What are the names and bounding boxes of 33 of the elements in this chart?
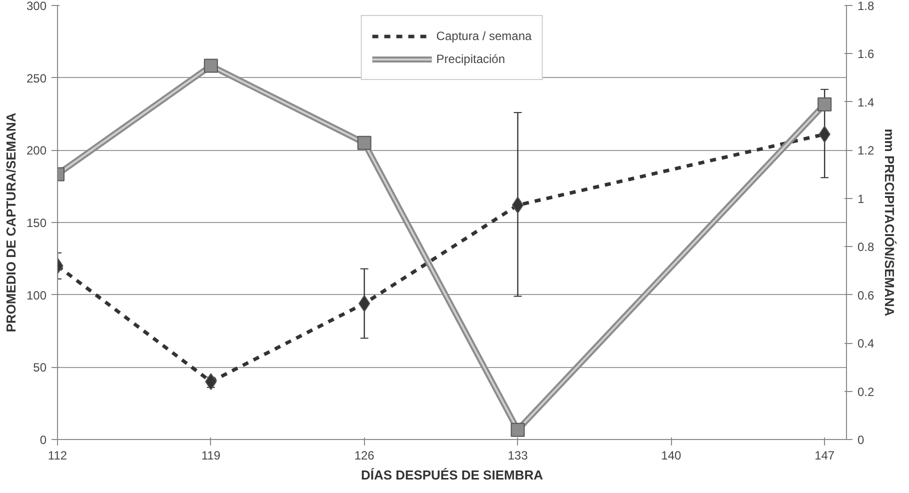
y-tick-label: 250 xyxy=(26,71,47,86)
x-tick-label: 119 xyxy=(201,448,221,462)
x-axis-title: DÍAS DESPUÉS DE SIEMBRA xyxy=(360,468,544,482)
y2-tick-label: 1.2 xyxy=(858,144,875,158)
y2-tick-label: 1 xyxy=(858,192,864,206)
point xyxy=(357,136,372,150)
y2-tick-label: 0.8 xyxy=(858,240,875,254)
y-tick-label: 300 xyxy=(26,0,47,13)
y2-tick-label: 0.6 xyxy=(858,288,875,302)
y2-tick-label: 1.4 xyxy=(858,95,875,110)
y2-tick-label: 1.6 xyxy=(858,47,875,62)
legend-label: Precipitación xyxy=(436,52,506,66)
y-tick-label: 0 xyxy=(40,433,47,447)
legend-label: Captura / semana xyxy=(436,29,532,43)
y-tick-label: 200 xyxy=(26,144,47,158)
y-tick-label: 50 xyxy=(33,360,47,375)
x-tick-label: 126 xyxy=(354,448,375,462)
y2-tick-label: 0 xyxy=(858,433,864,447)
x-tick-label: 112 xyxy=(48,448,68,462)
y2-tick-label: 0.2 xyxy=(858,384,875,399)
y-tick-label: 150 xyxy=(26,216,47,230)
y2-tick-label: 0.4 xyxy=(858,336,875,351)
point xyxy=(510,422,525,437)
y-tick-label: 100 xyxy=(26,288,47,302)
point xyxy=(512,196,524,214)
point xyxy=(818,97,832,112)
x-tick-label: 147 xyxy=(814,448,835,462)
x-tick-label: 133 xyxy=(508,448,528,462)
y-axis-title: PROMEDIO DE CAPTURA/SEMANA xyxy=(3,112,18,332)
y2-axis-title: mm PRECIPITACIÓN/SEMANA xyxy=(882,128,898,317)
x-tick-label: 140 xyxy=(661,448,682,462)
y2-tick-label: 1.8 xyxy=(858,0,875,13)
point xyxy=(204,58,218,73)
